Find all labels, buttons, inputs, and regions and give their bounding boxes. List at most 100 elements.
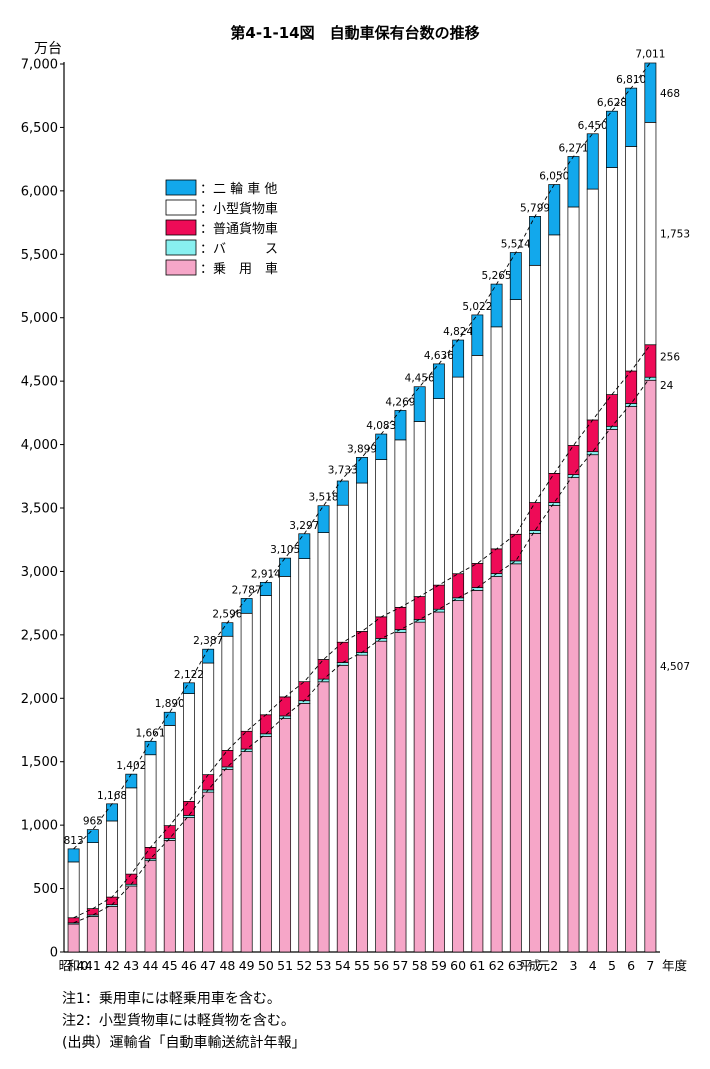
bar-segment (221, 750, 234, 768)
bar-segment (86, 829, 99, 843)
bar-segment (221, 635, 234, 751)
bar-segment (644, 122, 657, 346)
x-tick-label: 58 (412, 958, 428, 973)
bar-segment (279, 718, 292, 953)
total-value-label: 1,661 (135, 727, 165, 739)
bar-segment (67, 861, 80, 919)
plot-area: 0 500 1,000 1,500 2,000 2,500 3,000 3,500 4,000 4… (21, 49, 690, 973)
bar-segment (413, 421, 426, 597)
y-tick-label: 2,500 (21, 628, 58, 643)
last-bar-segment-label: 24 (660, 380, 674, 392)
stacked-bar-chart: 第4-1-14図 自動車保有台数の推移 万台 0 500 1,000 1,500 2,0… (21, 24, 690, 973)
bar-segment (86, 842, 99, 909)
bar-segment (317, 681, 330, 953)
legend-swatch (165, 239, 197, 256)
bar-segment (336, 641, 349, 663)
bar-segment (586, 419, 599, 453)
bar-segment (125, 787, 138, 875)
x-tick-label: 46 (181, 958, 197, 973)
total-value-label: 5,514 (501, 239, 531, 251)
x-tick-label: 47 (200, 958, 216, 973)
total-value-label: 965 (83, 816, 103, 828)
bar-segment (202, 791, 215, 953)
total-value-label: 2,914 (251, 568, 281, 580)
legend-label: ：乗 用 車 (200, 262, 278, 277)
bar-segment (394, 606, 407, 630)
x-tick-label: 6 (627, 958, 635, 973)
total-value-label: 7,011 (635, 49, 665, 61)
bar-segment (375, 433, 388, 460)
y-tick-label: 5,500 (21, 248, 58, 263)
bar-segment (183, 682, 195, 694)
total-value-label: 6,050 (539, 171, 569, 183)
total-value-label: 3,899 (347, 443, 377, 455)
last-bar-segment-label: 468 (660, 88, 680, 100)
bar-segment (394, 439, 407, 608)
bar-segment (567, 156, 580, 208)
bar-segment (279, 715, 292, 719)
bar-segment (163, 840, 176, 953)
bar-segment (548, 184, 561, 236)
y-tick-label: 6,000 (21, 184, 58, 199)
total-value-label: 4,456 (405, 373, 435, 385)
trend-dashed-line (73, 62, 651, 850)
y-tick-label: 7,000 (21, 58, 58, 73)
bar-segment (298, 558, 311, 683)
bar-segment (67, 917, 80, 924)
bar-segment (471, 314, 484, 356)
bar-segment (259, 714, 272, 735)
total-value-label: 2,596 (212, 609, 242, 621)
legend-swatch (165, 179, 197, 196)
x-tick-label: 43 (123, 958, 139, 973)
bar-segment (259, 595, 272, 716)
bar-segment (471, 563, 484, 588)
bar-segment (183, 801, 195, 816)
bar-segment (106, 803, 118, 822)
bar-segment (625, 146, 638, 372)
total-value-label: 1,168 (97, 790, 127, 802)
total-value-label: 4,083 (366, 420, 396, 432)
bar-segment (336, 480, 349, 506)
bar-segment (259, 581, 272, 596)
total-value-label: 6,810 (616, 74, 646, 86)
legend-swatch (165, 199, 197, 216)
bar-segment (317, 505, 330, 533)
bar-segment (240, 751, 253, 953)
y-tick-label: 3,500 (21, 502, 58, 517)
total-value-label: 2,787 (232, 584, 262, 596)
bar-segment (67, 848, 80, 863)
x-tick-label: 41 (85, 958, 101, 973)
y-tick-label: 4,000 (21, 438, 58, 453)
bar-segment (163, 711, 176, 726)
y-tick-label: 500 (33, 882, 58, 897)
trend-dashed-line (73, 376, 651, 924)
x-tick-label: 53 (316, 958, 332, 973)
bar-segment (586, 454, 599, 953)
y-tick-label: 2,000 (21, 692, 58, 707)
bar-segment (509, 533, 522, 562)
bar-segment (548, 234, 561, 474)
bar-segment (509, 563, 522, 953)
x-tick-label: 52 (296, 958, 312, 973)
bar-segment (106, 820, 118, 898)
legend: ：二 輪 車 他 ：小型貨物車 ：普通貨物車 ：バ ス ：乗 用 車 (165, 179, 278, 277)
bar-segment (432, 584, 445, 610)
bar-segment (606, 110, 618, 168)
x-tick-label: 54 (335, 958, 351, 973)
bar-segment (86, 908, 99, 916)
last-bar-segment-label: 1,753 (660, 229, 690, 241)
chart-title: 第4-1-14図 自動車保有台数の推移 (230, 24, 479, 42)
bar-segment (471, 590, 484, 953)
bar-segment (509, 299, 522, 535)
bar-segment (490, 326, 503, 550)
y-tick-label: 0 (50, 946, 58, 961)
bar-segment (375, 459, 388, 618)
total-value-label: 4,269 (385, 396, 415, 408)
x-tick-label: 3 (570, 958, 578, 973)
bar-segment (356, 457, 368, 484)
bar-segment (606, 428, 618, 953)
total-value-label: 3,105 (270, 544, 300, 556)
legend-label: ：バ ス (200, 242, 278, 257)
bar-segment (548, 502, 561, 506)
total-value-label: 3,518 (309, 492, 339, 504)
